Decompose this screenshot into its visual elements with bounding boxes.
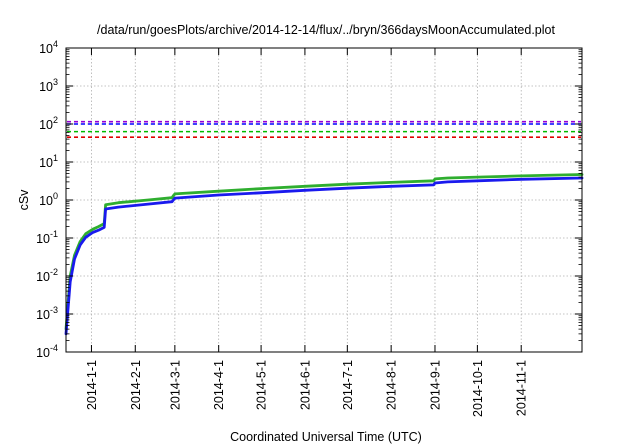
x-tick-label: 2014-2-1 xyxy=(129,360,143,410)
y-tick-label: 10-1 xyxy=(36,229,58,246)
y-tick-label: 102 xyxy=(39,115,58,132)
x-tick-label: 2014-10-1 xyxy=(471,360,485,417)
x-axis-label: Coordinated Universal Time (UTC) xyxy=(230,430,422,444)
series-lines xyxy=(64,173,584,336)
series-line xyxy=(64,176,584,336)
threshold-lines xyxy=(67,120,581,138)
y-tick-label: 10-4 xyxy=(36,343,58,360)
series-line xyxy=(64,173,584,331)
y-axis-label: cSv xyxy=(17,189,31,211)
y-tick-label: 101 xyxy=(39,153,58,170)
y-tick-label: 103 xyxy=(39,77,58,94)
x-tick-label: 2014-5-1 xyxy=(255,360,269,410)
x-tick-label: 2014-9-1 xyxy=(428,360,442,410)
x-tick-label: 2014-8-1 xyxy=(385,360,399,410)
y-tick-label: 10-2 xyxy=(36,267,58,284)
x-tick-label: 2014-11-1 xyxy=(515,360,529,416)
x-tick-label: 2014-6-1 xyxy=(298,360,312,410)
y-tick-label: 104 xyxy=(39,39,58,56)
x-tick-label: 2014-7-1 xyxy=(341,360,355,410)
grid xyxy=(66,48,582,352)
x-tick-label: 2014-1-1 xyxy=(85,360,99,410)
x-tick-label: 2014-3-1 xyxy=(168,360,182,410)
y-tick-label: 100 xyxy=(39,191,58,208)
axis-ticks: 10-4 10-3 10-2 10-1 100 101 102 103 104 2014-1-1 2… xyxy=(36,39,582,417)
chart-title: /data/run/goesPlots/archive/2014-12-14/f… xyxy=(97,23,555,37)
y-tick-label: 10-3 xyxy=(36,305,58,322)
x-tick-label: 2014-4-1 xyxy=(212,360,226,410)
